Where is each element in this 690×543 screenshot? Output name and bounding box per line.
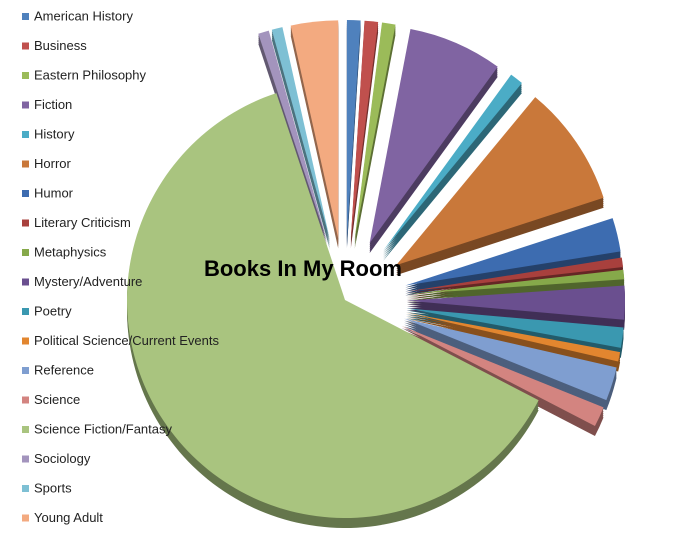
slice: [350, 20, 379, 239]
slice-side: [271, 29, 330, 242]
legend-label: Horror: [34, 156, 72, 171]
legend-swatch: [22, 396, 29, 404]
legend-swatch: [22, 219, 29, 227]
slice: [290, 20, 339, 239]
legend-swatch: [22, 160, 29, 168]
slice-side: [405, 318, 621, 368]
legend-label: Young Adult: [34, 510, 103, 525]
slice: [406, 308, 624, 348]
legend-label: Business: [34, 38, 87, 53]
legend-label: Mystery/Adventure: [34, 274, 142, 289]
slice-side: [350, 22, 379, 241]
slice-side: [405, 316, 621, 366]
slice: [405, 312, 621, 362]
legend-swatch: [22, 131, 29, 138]
legend-swatch: [22, 308, 29, 315]
slice: [396, 97, 604, 266]
slice: [406, 285, 625, 320]
legend-swatch: [22, 514, 29, 522]
slice: [406, 269, 625, 295]
legend-swatch: [22, 426, 29, 433]
legend-swatch: [22, 42, 29, 50]
slice-side: [350, 26, 379, 245]
slice-side: [354, 26, 396, 243]
slice-side: [271, 31, 330, 244]
legend-swatch: [22, 278, 29, 286]
slice-side: [350, 30, 379, 249]
slice-side: [406, 310, 624, 350]
slice-side: [406, 312, 624, 352]
slice: [258, 30, 327, 241]
legend-label: Eastern Philosophy: [34, 67, 147, 82]
legend-label: Science: [34, 392, 80, 407]
legend-label: Sports: [34, 480, 72, 495]
legend-label: Reference: [34, 362, 94, 377]
slice-side: [354, 28, 396, 245]
legend-label: Humor: [34, 185, 74, 200]
legend-label: Fiction: [34, 97, 72, 112]
slice-side: [350, 24, 379, 243]
slice-side: [350, 28, 379, 247]
legend-label: American History: [34, 8, 133, 23]
legend-label: Poetry: [34, 303, 72, 318]
slice: [346, 20, 361, 239]
slice: [383, 74, 522, 252]
slice-side: [271, 37, 330, 250]
chart-title: Books In My Room: [204, 256, 402, 281]
slice-side: [405, 314, 621, 364]
legend-swatch: [22, 455, 29, 463]
legend-label: Metaphysics: [34, 244, 107, 259]
legend-swatch: [22, 367, 29, 374]
legend-swatch: [22, 485, 29, 492]
slice-side: [354, 24, 396, 241]
legend-swatch: [22, 72, 29, 79]
pie: [126, 20, 625, 529]
legend-label: Political Science/Current Events: [34, 333, 219, 348]
legend-swatch: [22, 190, 29, 197]
slice: [405, 218, 621, 286]
slice: [126, 93, 539, 518]
slice: [354, 22, 396, 239]
slice-side: [271, 35, 330, 248]
legend-label: Literary Criticism: [34, 215, 131, 230]
legend: American History Business Eastern Philosop…: [22, 8, 219, 525]
legend-swatch: [22, 13, 29, 20]
slice-side: [271, 33, 330, 246]
legend-label: History: [34, 126, 75, 141]
slice: [369, 28, 498, 244]
slice-side: [354, 32, 396, 249]
slice: [401, 325, 604, 427]
legend-label: Sociology: [34, 451, 91, 466]
legend-swatch: [22, 101, 29, 109]
slice-side: [354, 30, 396, 247]
slice: [406, 257, 624, 292]
legend-swatch: [22, 249, 29, 256]
slice: [404, 318, 617, 401]
legend-label: Science Fiction/Fantasy: [34, 421, 173, 436]
legend-swatch: [22, 337, 29, 345]
slice: [271, 27, 330, 240]
